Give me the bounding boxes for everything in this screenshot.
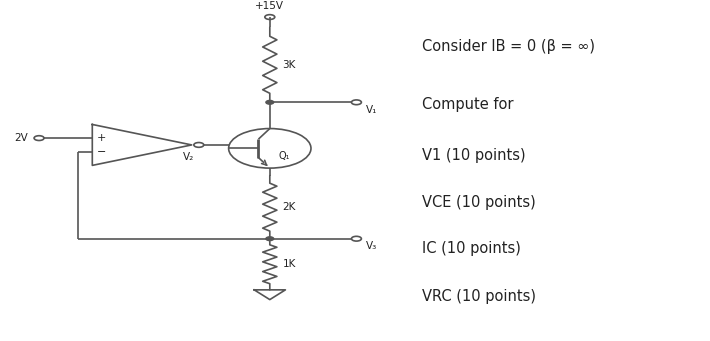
- Text: 2V: 2V: [15, 133, 28, 143]
- Text: VCE (10 points): VCE (10 points): [422, 195, 536, 210]
- Text: 1K: 1K: [283, 259, 296, 269]
- Text: −: −: [97, 147, 106, 157]
- Text: +: +: [97, 133, 106, 143]
- Text: V1 (10 points): V1 (10 points): [422, 148, 526, 163]
- Text: +15V: +15V: [256, 1, 284, 11]
- Text: V₃: V₃: [366, 241, 377, 251]
- Text: Consider IB = 0 (β = ∞): Consider IB = 0 (β = ∞): [422, 39, 596, 54]
- Text: V₁: V₁: [366, 105, 377, 115]
- Text: 3K: 3K: [283, 60, 296, 70]
- Circle shape: [266, 237, 274, 241]
- Circle shape: [266, 100, 274, 104]
- Text: V₂: V₂: [182, 152, 194, 162]
- Text: VRC (10 points): VRC (10 points): [422, 289, 537, 304]
- Text: Q₁: Q₁: [278, 151, 290, 161]
- Text: Compute for: Compute for: [422, 97, 514, 112]
- Text: 2K: 2K: [283, 202, 296, 212]
- Text: IC (10 points): IC (10 points): [422, 241, 521, 256]
